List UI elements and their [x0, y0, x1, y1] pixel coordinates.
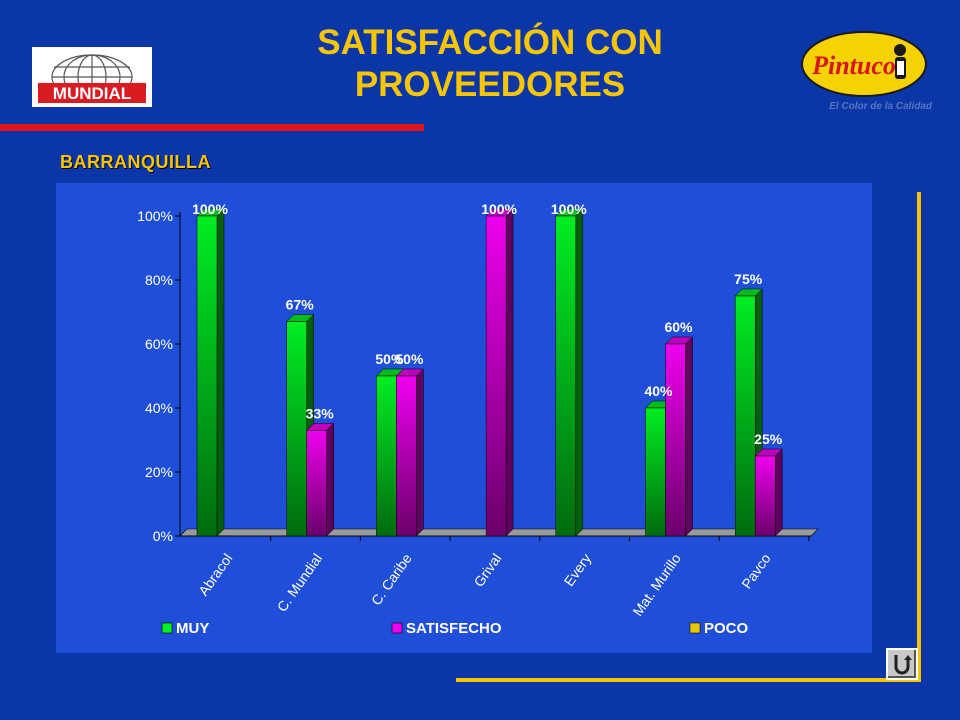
legend-label: SATISFECHO	[406, 620, 502, 637]
data-label: 60%	[664, 319, 693, 335]
bar-side	[774, 448, 783, 537]
legend-swatch	[391, 622, 403, 634]
category-label: Every	[561, 551, 595, 590]
legend-swatch	[689, 622, 701, 634]
data-label: 75%	[734, 271, 763, 287]
mundial-logo: MUNDIAL	[32, 47, 152, 107]
mundial-logo-text: MUNDIAL	[53, 84, 131, 103]
y-tick-label: 40%	[145, 400, 173, 416]
bar	[734, 295, 756, 537]
data-label: 50%	[375, 351, 404, 367]
bar-side	[216, 208, 225, 537]
return-arrow-icon	[894, 655, 912, 675]
bar-side	[575, 208, 584, 537]
legend-label: POCO	[704, 620, 749, 637]
bar-side	[416, 368, 424, 537]
data-label: 100%	[192, 201, 228, 217]
bar	[754, 455, 776, 537]
title-line-1: SATISFACCIÓN CON	[317, 23, 663, 62]
y-tick-label: 100%	[137, 208, 173, 224]
bar	[376, 375, 397, 537]
y-tick-label: 60%	[145, 336, 173, 352]
red-divider	[0, 124, 424, 131]
pintuco-logo: Pintuco	[796, 28, 932, 118]
bar	[645, 407, 666, 537]
y-tick-label: 80%	[145, 272, 173, 288]
title-line-2: PROVEEDORES	[354, 65, 626, 104]
data-label: 33%	[306, 405, 335, 421]
y-tick-label: 20%	[145, 464, 173, 480]
bar-chart: 0% 20% 40% 60% 80% 100% Abracol C. Mundial C. Ca…	[137, 201, 819, 637]
data-label: 100%	[481, 201, 517, 217]
return-button[interactable]	[886, 648, 918, 680]
bar	[306, 430, 327, 537]
yellow-vertical-border	[917, 192, 921, 682]
legend-swatch	[161, 622, 173, 634]
data-label: 40%	[644, 383, 673, 399]
category-label: Abracol	[195, 551, 235, 599]
bar	[396, 375, 417, 537]
city-subtitle: BARRANQUILLA	[60, 152, 211, 172]
yellow-horizontal-border	[456, 678, 921, 682]
category-label: Grival	[470, 551, 504, 590]
pintuco-logo-text: Pintuco	[811, 51, 896, 80]
data-label: 67%	[286, 297, 315, 313]
y-tick-label: 0%	[153, 528, 173, 544]
bar-side	[326, 422, 334, 537]
bar-side	[685, 336, 693, 537]
category-label: Mat. Murillo	[629, 550, 684, 619]
page-title: SATISFACCIÓN CON PROVEEDORES	[240, 22, 740, 106]
data-label: 100%	[551, 201, 587, 217]
category-label: C. Mundial	[274, 551, 325, 615]
bar	[555, 215, 577, 537]
bar	[286, 321, 307, 537]
bar	[485, 215, 507, 537]
legend-label: MUY	[176, 620, 209, 637]
bar	[196, 215, 218, 537]
category-label: C. Caribe	[368, 550, 415, 608]
pintuco-tagline: El Color de la Calidad	[829, 101, 932, 112]
bar-chart-panel: 0% 20% 40% 60% 80% 100% Abracol C. Mundial C. Ca…	[56, 183, 872, 653]
bar	[665, 343, 686, 537]
category-label: Pavco	[738, 550, 774, 591]
data-label: 50%	[395, 351, 424, 367]
data-label: 25%	[754, 431, 783, 447]
bar-side	[505, 208, 514, 537]
